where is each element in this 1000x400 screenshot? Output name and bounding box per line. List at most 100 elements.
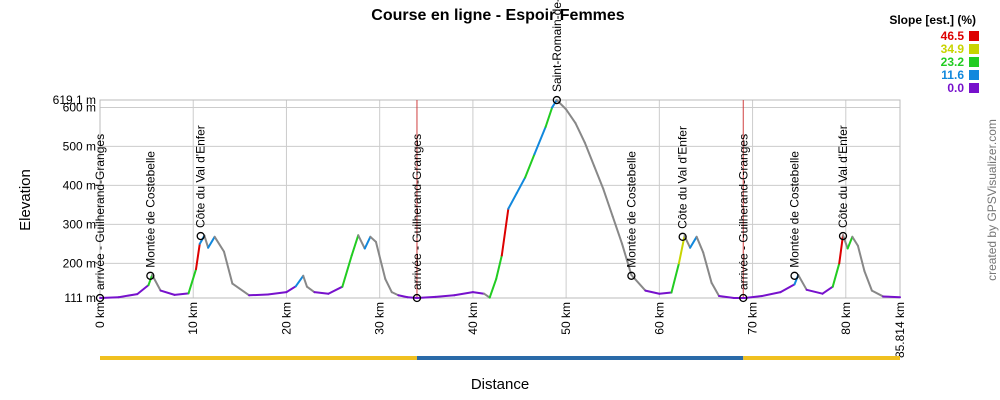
x-tick-label: 20 km xyxy=(279,302,293,335)
profile-segment xyxy=(621,242,633,277)
waypoint-label: Côte du Val d'Enfer xyxy=(676,126,690,229)
y-tick-label: 400 m xyxy=(63,178,96,192)
lap-bands xyxy=(100,356,900,360)
profile-segment xyxy=(630,274,647,292)
profile-segment xyxy=(574,122,586,144)
x-axis-title: Distance xyxy=(471,376,529,393)
waypoint-marker xyxy=(412,293,422,303)
profile-segment xyxy=(495,254,503,280)
waypoint-marker xyxy=(678,232,687,241)
profile-segment xyxy=(644,289,661,295)
profile-segment xyxy=(453,291,474,297)
profile-segment xyxy=(856,244,866,273)
x-tick-label: 10 km xyxy=(186,302,200,335)
profile-segment xyxy=(434,294,456,298)
profile-segment xyxy=(384,277,393,294)
profile-segment xyxy=(305,285,316,294)
profile-segment xyxy=(357,234,366,250)
profile-segment xyxy=(488,277,498,299)
waypoint-label: arrivée - Guilherand-Granges xyxy=(410,134,424,290)
profile-segment xyxy=(313,291,330,295)
y-tick-label: 200 m xyxy=(63,256,96,270)
elevation-profile xyxy=(99,99,901,299)
profile-segment xyxy=(515,176,527,195)
profile-segment xyxy=(533,125,547,156)
y-tick-label: 500 m xyxy=(63,139,96,153)
profile-segment xyxy=(695,235,705,254)
profile-segment xyxy=(397,294,409,299)
y-tick-label: 600 m xyxy=(63,100,96,114)
profile-segment xyxy=(744,295,763,299)
waypoint-marker xyxy=(739,293,748,303)
y-axis-title: Elevation xyxy=(17,169,34,231)
profile-segment xyxy=(842,234,849,250)
lap-band xyxy=(743,356,900,360)
waypoint-marker xyxy=(552,95,561,105)
profile-segment xyxy=(285,285,297,294)
slope-legend-swatch xyxy=(969,57,979,67)
slope-legend-label: 11.6 xyxy=(941,68,964,82)
slope-legend-swatch xyxy=(969,44,979,54)
lap-band xyxy=(416,356,744,360)
profile-segment xyxy=(374,240,387,280)
waypoint-label: Côte du Val d'Enfer xyxy=(194,125,208,228)
profile-segment xyxy=(195,242,201,271)
waypoint-label: Montée de Costebelle xyxy=(624,151,638,268)
plot-frame xyxy=(99,99,901,299)
profile-segment xyxy=(500,207,510,257)
profile-segment xyxy=(821,285,834,295)
slope-legend: Slope [est.] (%) 46.534.923.211.60.0 xyxy=(889,13,979,95)
waypoint-label: arrivée - Guilherand-Granges xyxy=(93,134,107,290)
x-tick-label: 30 km xyxy=(373,302,387,335)
profile-segment xyxy=(327,285,344,295)
profile-segment xyxy=(363,235,372,250)
profile-segment xyxy=(583,141,596,167)
profile-segment xyxy=(507,192,518,210)
profile-segment xyxy=(863,270,873,292)
profile-segment xyxy=(203,234,210,249)
profile-segment xyxy=(248,293,269,297)
profile-segment xyxy=(524,153,536,179)
credit-text: created by GPSVisualizer.com xyxy=(985,119,999,281)
profile-segment xyxy=(760,291,782,298)
slope-legend-swatch xyxy=(969,83,979,93)
chart-grid xyxy=(99,99,901,299)
profile-segment xyxy=(805,288,824,295)
profile-segment xyxy=(565,108,577,125)
waypoint-marker xyxy=(196,231,205,241)
waypoint-label: Saint-Romain-de-Lerps xyxy=(550,0,564,92)
waypoint-marker xyxy=(146,271,155,280)
profile-segment xyxy=(797,274,808,291)
profile-segment xyxy=(718,295,735,299)
profile-segment xyxy=(222,250,234,285)
waypoint-marker xyxy=(790,271,799,280)
profile-segment xyxy=(870,289,885,298)
slope-legend-swatch xyxy=(969,70,979,80)
y-tick-label: 111 m xyxy=(64,291,96,305)
profile-segment xyxy=(294,274,305,288)
y-tick-label: 300 m xyxy=(63,217,96,231)
x-tick-label: 70 km xyxy=(746,302,760,335)
profile-segment xyxy=(213,235,225,253)
profile-segment xyxy=(831,262,841,288)
profile-segment xyxy=(147,274,154,287)
waypoint-label: Montée de Costebelle xyxy=(143,151,157,268)
profile-segment xyxy=(369,235,377,243)
waypoint-label: Côte du Val d'Enfer xyxy=(836,125,850,228)
lap-band xyxy=(100,356,417,360)
waypoint-marker xyxy=(95,293,105,303)
profile-segment xyxy=(266,291,288,296)
y-tick-label: 619.1 m xyxy=(53,93,96,107)
waypoint-markers: arrivée - Guilherand-Granges Montée de Co… xyxy=(93,0,850,303)
chart-title: Course en ligne - Espoir Femmes xyxy=(371,7,625,24)
profile-segment xyxy=(117,293,139,299)
profile-segment xyxy=(846,235,854,250)
profile-segment xyxy=(136,284,150,296)
profile-segment xyxy=(611,215,624,245)
profile-segment xyxy=(483,292,491,299)
profile-segment xyxy=(602,188,614,218)
profile-segment xyxy=(544,106,554,128)
profile-segment xyxy=(302,274,308,288)
waypoint-marker xyxy=(838,231,848,241)
